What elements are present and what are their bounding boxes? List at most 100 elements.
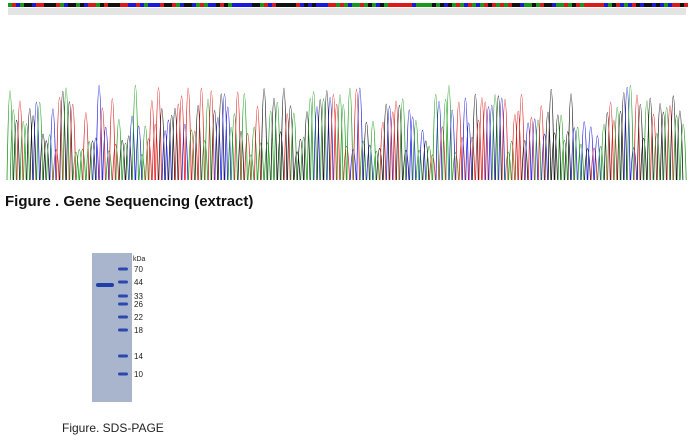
base-color	[16, 3, 20, 7]
peak	[495, 95, 502, 181]
peak	[247, 154, 255, 181]
base-color	[140, 3, 144, 7]
peak	[330, 93, 337, 181]
peak	[181, 124, 189, 181]
base-color	[380, 3, 384, 7]
peak	[541, 133, 548, 181]
base-color	[12, 3, 16, 7]
base-color	[548, 3, 552, 7]
base-color	[580, 3, 584, 7]
peak	[544, 111, 552, 181]
base-color	[100, 3, 104, 7]
peak	[29, 115, 37, 181]
peak	[455, 102, 463, 181]
base-color	[596, 3, 600, 7]
peak	[145, 138, 152, 181]
peak	[504, 151, 512, 181]
peak	[214, 117, 222, 181]
peak	[425, 145, 433, 181]
base-color	[80, 3, 84, 7]
peak	[607, 102, 614, 181]
base-color	[164, 3, 168, 7]
base-color	[284, 3, 288, 7]
peak	[534, 119, 542, 181]
gel-image	[92, 253, 132, 402]
base-color	[172, 3, 176, 7]
base-color	[504, 3, 508, 7]
base-color	[564, 3, 568, 7]
peak	[392, 101, 400, 181]
base-color	[436, 3, 440, 7]
base-color	[236, 3, 240, 7]
base-color	[304, 3, 308, 7]
peak	[359, 141, 367, 181]
base-color	[276, 3, 280, 7]
peak	[419, 129, 426, 181]
base-color	[608, 3, 612, 7]
marker-label: 18	[134, 326, 143, 335]
peak	[660, 111, 667, 181]
base-color	[176, 3, 180, 7]
base-color	[444, 3, 448, 7]
base-color	[128, 3, 132, 7]
base-color	[324, 3, 328, 7]
base-color	[472, 3, 476, 7]
base-color	[88, 3, 92, 7]
peak	[112, 143, 119, 181]
peak	[267, 110, 275, 181]
base-color	[348, 3, 352, 7]
base-color	[168, 3, 172, 7]
base-color	[160, 3, 164, 7]
base-color	[636, 3, 640, 7]
peak	[234, 91, 242, 181]
peak	[396, 105, 403, 181]
peak	[194, 105, 202, 181]
base-color	[20, 3, 24, 7]
peak	[237, 130, 245, 181]
base-color	[84, 3, 88, 7]
peak	[594, 135, 601, 181]
peak	[36, 102, 44, 181]
base-color	[288, 3, 292, 7]
base-color	[64, 3, 68, 7]
peak	[66, 101, 73, 181]
peak	[303, 111, 311, 181]
peak	[600, 124, 608, 181]
peak	[580, 121, 588, 181]
peak	[224, 106, 232, 181]
peak	[613, 107, 621, 181]
peak	[231, 113, 238, 181]
peak	[567, 93, 575, 181]
base-color	[300, 3, 304, 7]
peak	[653, 133, 661, 181]
base-color	[264, 3, 268, 7]
peak	[184, 87, 192, 181]
peak	[372, 151, 380, 181]
peak	[191, 130, 199, 181]
base-color	[116, 3, 120, 7]
peak	[475, 120, 482, 181]
peak	[587, 126, 595, 181]
base-color	[428, 3, 432, 7]
peak	[399, 98, 407, 181]
base-color	[464, 3, 468, 7]
peak	[547, 88, 555, 181]
peak	[630, 147, 638, 181]
peak	[640, 138, 647, 181]
base-color	[156, 3, 160, 7]
peak	[376, 148, 383, 181]
base-color	[152, 3, 156, 7]
peak	[554, 114, 562, 181]
base-color	[148, 3, 152, 7]
base-color	[632, 3, 636, 7]
base-color	[320, 3, 324, 7]
peak	[19, 121, 27, 181]
base-color	[376, 3, 380, 7]
base-color	[576, 3, 580, 7]
peak	[122, 142, 129, 181]
base-color	[484, 3, 488, 7]
marker-label: 26	[134, 300, 143, 309]
base-color	[240, 3, 244, 7]
base-color	[656, 3, 660, 7]
peak	[254, 106, 261, 181]
